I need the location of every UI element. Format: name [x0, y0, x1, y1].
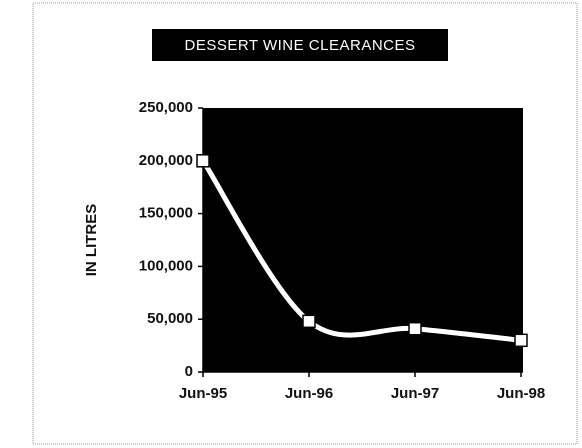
y-axis-label: IN LITRES	[83, 204, 100, 277]
y-tick-label: 0	[185, 363, 193, 380]
plot-area	[203, 108, 523, 372]
title-box	[152, 29, 448, 61]
y-tick-label: 100,000	[139, 257, 193, 274]
y-tick-label: 50,000	[147, 310, 193, 327]
x-tick-label: Jun-95	[179, 385, 227, 402]
y-tick-label: 250,000	[139, 99, 193, 116]
data-point	[302, 314, 316, 329]
y-tick-label: 150,000	[139, 205, 193, 222]
data-point	[196, 154, 210, 168]
data-point	[408, 321, 422, 336]
x-tick-label: Jun-97	[391, 385, 439, 402]
y-tick-label: 200,000	[139, 152, 193, 169]
x-tick-label: Jun-98	[497, 385, 545, 402]
data-point	[514, 333, 528, 348]
frame	[32, 2, 578, 445]
chart-title: DESSERT WINE CLEARANCES	[185, 37, 416, 54]
x-tick-label: Jun-96	[285, 385, 333, 402]
data-line	[200, 159, 522, 343]
